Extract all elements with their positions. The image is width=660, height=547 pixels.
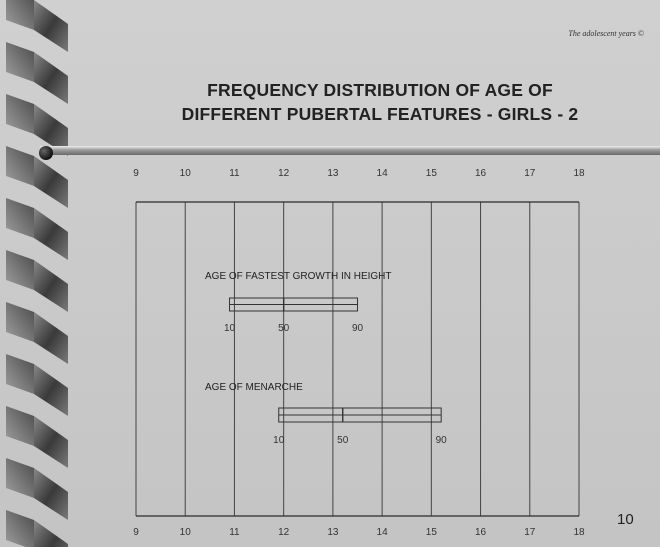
ribbon-segment-front xyxy=(6,354,34,394)
tick-label-bottom: 11 xyxy=(229,527,240,538)
ribbon-segment-back xyxy=(34,52,68,104)
tick-label-top: 18 xyxy=(573,168,585,179)
series-label: AGE OF FASTEST GROWTH IN HEIGHT xyxy=(205,271,392,282)
ribbon-segment-back xyxy=(34,260,68,312)
ribbon-segment-back xyxy=(34,208,68,260)
tick-label-top: 10 xyxy=(180,168,192,179)
ribbon-segment-front xyxy=(6,458,34,498)
ribbon-segment-front xyxy=(6,0,34,30)
ribbon-segment-back xyxy=(34,520,68,547)
ribbon-segment-back xyxy=(34,104,68,156)
tick-label-bottom: 18 xyxy=(573,527,585,538)
tick-label-top: 15 xyxy=(426,168,438,179)
tick-label-bottom: 10 xyxy=(180,527,192,538)
ribbon-segment-back xyxy=(34,312,68,364)
twisted-ribbon-decoration xyxy=(6,0,68,547)
ribbon-segment-front xyxy=(6,302,34,342)
ribbon-segment-front xyxy=(6,146,34,186)
header-note: The adolescent years © xyxy=(568,29,644,38)
tick-label-top: 14 xyxy=(377,168,389,179)
ribbon-segment-front xyxy=(6,94,34,134)
percentile-label: 50 xyxy=(278,323,290,334)
ribbon-segment-front xyxy=(6,250,34,290)
tick-label-top: 17 xyxy=(524,168,536,179)
tick-label-top: 9 xyxy=(133,168,139,179)
divider-knob xyxy=(39,146,53,160)
ribbon-segment-front xyxy=(6,198,34,238)
tick-label-top: 12 xyxy=(278,168,290,179)
ribbon-segment-front xyxy=(6,510,34,547)
tick-label-bottom: 12 xyxy=(278,527,290,538)
slide-title-line-1: FREQUENCY DISTRIBUTION OF AGE OF xyxy=(207,80,553,100)
ribbon-segment-back xyxy=(34,364,68,416)
slide-number: 10 xyxy=(617,511,634,528)
tick-label-bottom: 16 xyxy=(475,527,487,538)
ribbon-segment-front xyxy=(6,406,34,446)
tick-label-bottom: 15 xyxy=(426,527,438,538)
tick-label-bottom: 14 xyxy=(377,527,389,538)
ribbon-segment-back xyxy=(34,156,68,208)
percentile-label: 90 xyxy=(352,323,364,334)
tick-label-top: 16 xyxy=(475,168,487,179)
tick-label-top: 11 xyxy=(229,168,240,179)
ribbon-segment-back xyxy=(34,0,68,52)
slide-title-line-2: DIFFERENT PUBERTAL FEATURES - GIRLS - 2 xyxy=(181,104,579,124)
ribbon-segment-back xyxy=(34,468,68,520)
tick-label-bottom: 9 xyxy=(133,527,139,538)
divider-bar xyxy=(40,146,660,155)
tick-label-bottom: 13 xyxy=(327,527,339,538)
ribbon-segment-front xyxy=(6,42,34,82)
ribbon-segment-back xyxy=(34,416,68,468)
tick-label-top: 13 xyxy=(327,168,339,179)
percentile-label: 50 xyxy=(337,435,349,446)
percentile-label: 10 xyxy=(273,435,285,446)
percentile-label: 10 xyxy=(224,323,236,334)
series-label: AGE OF MENARCHE xyxy=(205,382,303,393)
percentile-label: 90 xyxy=(436,435,448,446)
tick-label-bottom: 17 xyxy=(524,527,536,538)
